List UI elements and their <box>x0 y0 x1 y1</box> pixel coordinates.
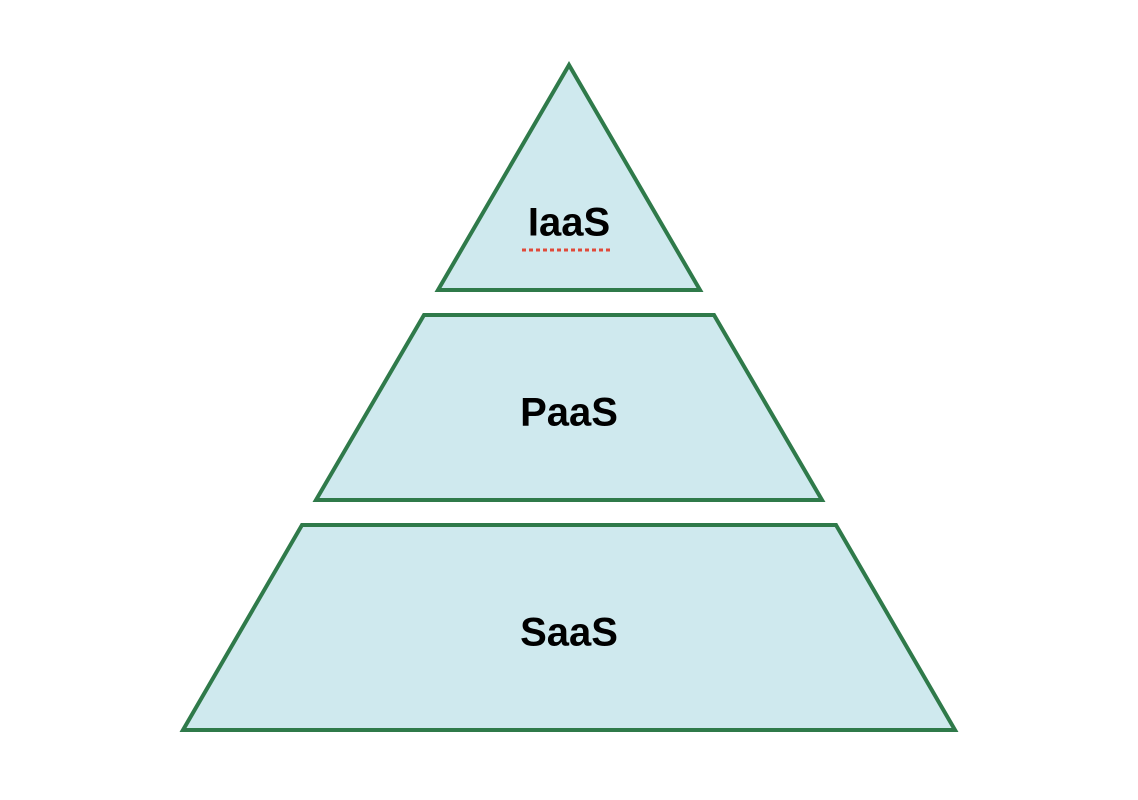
pyramid-diagram: IaaS PaaS SaaS <box>0 0 1138 800</box>
pyramid-tier-top <box>438 65 700 290</box>
tier-label-middle: PaaS <box>520 391 618 435</box>
tier-label-top: IaaS <box>528 201 610 245</box>
tier-label-bottom: SaaS <box>520 611 618 655</box>
